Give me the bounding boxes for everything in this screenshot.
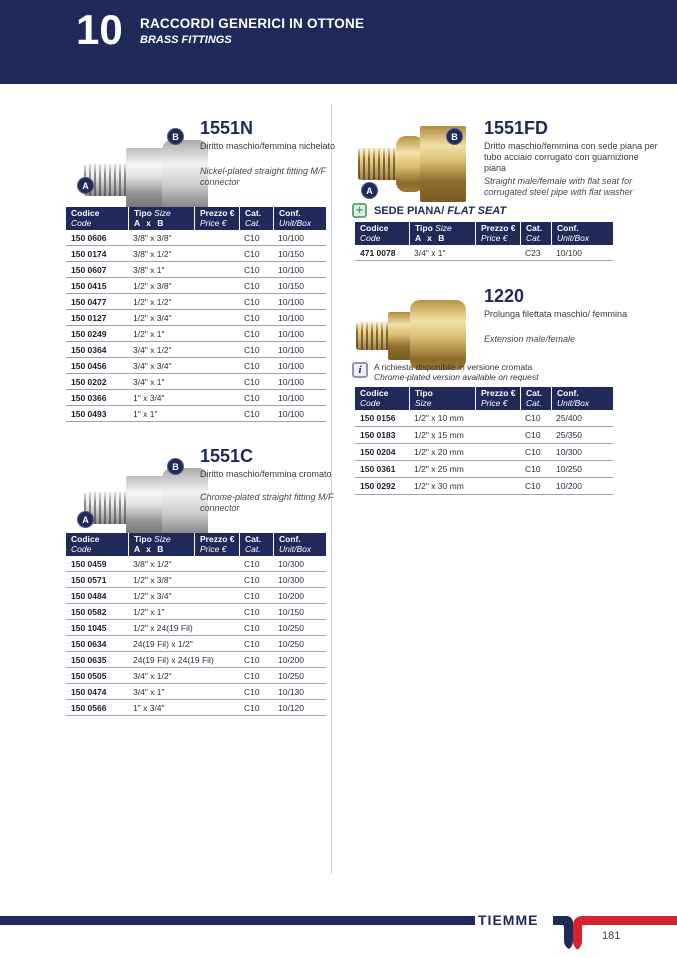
- badge-b: B: [167, 128, 184, 145]
- page-title-it: RACCORDI GENERICI IN OTTONE: [140, 16, 365, 31]
- flat-seat-label: SEDE PIANA/FLAT SEAT: [374, 204, 507, 217]
- table-header: Codice Code Tipo Size Prezzo € Price € Cat.…: [355, 387, 613, 410]
- header-band: 10 RACCORDI GENERICI IN OTTONE BRASS FIT…: [0, 0, 677, 84]
- table-header: Codice Code Tipo Size A x B Prezzo € Price …: [355, 222, 613, 245]
- product-desc-it: Diritto maschio/femmina cromato: [200, 469, 332, 479]
- flat-seat-icon: +: [352, 203, 367, 218]
- badge-a: A: [77, 177, 94, 194]
- table-body: 150 0459 3/8" x 1/2" C10 10/300 150 0571…: [66, 556, 326, 716]
- table-row: 150 0174 3/8" x 1/2" C10 10/150: [66, 246, 326, 262]
- fitting-collar: [410, 300, 466, 370]
- product-desc-en: Chrome-plated straight fitting M/F conne…: [200, 492, 334, 513]
- badge-a: A: [77, 511, 94, 528]
- table-row: 150 0249 1/2" x 1" C10 10/100: [66, 326, 326, 342]
- product-photo-1220: [356, 286, 468, 378]
- brand-logo-text: TIEMME: [478, 912, 539, 928]
- info-icon: i: [352, 362, 368, 378]
- table-row: 150 0582 1/2" x 1" C10 10/150: [66, 604, 326, 620]
- page-title: RACCORDI GENERICI IN OTTONE BRASS FITTIN…: [140, 16, 364, 46]
- brand-pipe-logo-icon: [553, 916, 677, 950]
- table-row: 150 0571 1/2" x 3/8" C10 10/300: [66, 572, 326, 588]
- product-desc-en: Extension male/female: [484, 334, 576, 344]
- page-number: 181: [602, 930, 621, 942]
- product-desc-it: Dritto maschio/femmina con sede piana pe…: [484, 141, 658, 173]
- table-row: 150 0477 1/2" x 1/2" C10 10/100: [66, 294, 326, 310]
- product-code-1551n: 1551N: [200, 118, 254, 138]
- table-row: 150 0484 1/2" x 3/4" C10 10/200: [66, 588, 326, 604]
- product-code-1551c: 1551C: [200, 446, 254, 466]
- table-body: 150 0606 3/8" x 3/8" C10 10/100 150 0174…: [66, 230, 326, 422]
- table-row: 150 0361 1/2" x 25 mm C10 10/250: [355, 461, 613, 478]
- chapter-number: 10: [76, 6, 123, 53]
- table-1551c: Codice Code Tipo Size A x B Prezzo € Price …: [66, 533, 326, 716]
- product-desc-it: Prolunga filettata maschio/ femmina: [484, 309, 628, 319]
- fitting-thread: [358, 148, 400, 180]
- table-row: 150 0459 3/8" x 1/2" C10 10/300: [66, 556, 326, 572]
- table-row: 150 1045 1/2" x 24(19 Fil) C10 10/250: [66, 620, 326, 636]
- badge-b: B: [167, 458, 184, 475]
- table-row: 150 0202 3/4" x 1" C10 10/100: [66, 374, 326, 390]
- table-row: 150 0634 24(19 Fil) x 1/2" C10 10/250: [66, 636, 326, 652]
- table-1220: Codice Code Tipo Size Prezzo € Price € Cat.…: [355, 387, 613, 495]
- product-desc-en: Straight male/female with flat seat for …: [484, 176, 633, 197]
- table-1551fd: Codice Code Tipo Size A x B Prezzo € Price …: [355, 222, 613, 261]
- table-row: 150 0607 3/8" x 1" C10 10/100: [66, 262, 326, 278]
- product-photo-1551n: [82, 130, 210, 225]
- product-desc-en: Nickel-plated straight fitting M/F conne…: [200, 166, 326, 187]
- table-row: 150 0493 1" x 1" C10 10/100: [66, 406, 326, 422]
- table-body: 150 0156 1/2" x 10 mm C10 25/400 150 018…: [355, 410, 613, 495]
- product-desc-it: Diritto maschio/femmina nichelato: [200, 141, 336, 151]
- product-code-1551fd: 1551FD: [484, 118, 549, 138]
- fitting-thread: [356, 322, 392, 350]
- product-code-1220: 1220: [484, 286, 525, 306]
- table-row: 471 0078 3/4" x 1" C23 10/100: [355, 245, 613, 261]
- table-row: 150 0366 1" x 3/4" C10 10/100: [66, 390, 326, 406]
- fitting-hex: [126, 148, 164, 212]
- table-1551n: Codice Code Tipo Size A x B Prezzo € Price …: [66, 207, 326, 422]
- chrome-note-text: A richiesta disponibile in versione crom…: [374, 362, 539, 382]
- product-photo-1551c: [82, 458, 210, 553]
- fitting-hex: [388, 312, 414, 360]
- badge-a: A: [361, 182, 378, 199]
- chrome-note-row: i A richiesta disponibile in versione cr…: [352, 362, 622, 382]
- table-row: 150 0364 3/4" x 1/2" C10 10/100: [66, 342, 326, 358]
- table-row: 150 0415 1/2" x 3/8" C10 10/150: [66, 278, 326, 294]
- table-row: 150 0183 1/2" x 15 mm C10 25/350: [355, 427, 613, 444]
- table-header: Codice Code Tipo Size A x B Prezzo € Price …: [66, 533, 326, 556]
- table-row: 150 0204 1/2" x 20 mm C10 10/300: [355, 444, 613, 461]
- table-row: 150 0127 1/2" x 3/4" C10 10/100: [66, 310, 326, 326]
- footer-bar: [0, 916, 475, 925]
- table-row: 150 0606 3/8" x 3/8" C10 10/100: [66, 230, 326, 246]
- table-row: 150 0474 3/4" x 1" C10 10/130: [66, 684, 326, 700]
- table-row: 150 0635 24(19 Fil) x 24(19 Fil) C10 10/…: [66, 652, 326, 668]
- fitting-collar: [162, 140, 208, 220]
- fitting-collar: [396, 136, 424, 192]
- table-row: 150 0292 1/2" x 30 mm C10 10/200: [355, 478, 613, 495]
- page-title-en: BRASS FITTINGS: [140, 34, 232, 46]
- table-header: Codice Code Tipo Size A x B Prezzo € Price …: [66, 207, 326, 230]
- table-row: 150 0566 1" x 3/4" C10 10/120: [66, 700, 326, 716]
- table-body: 471 0078 3/4" x 1" C23 10/100: [355, 245, 613, 261]
- table-row: 150 0156 1/2" x 10 mm C10 25/400: [355, 410, 613, 427]
- fitting-hex: [126, 476, 164, 540]
- column-divider: [331, 104, 332, 874]
- table-row: 150 0456 3/4" x 3/4" C10 10/100: [66, 358, 326, 374]
- table-row: 150 0505 3/4" x 1/2" C10 10/250: [66, 668, 326, 684]
- badge-b: B: [446, 128, 463, 145]
- flat-seat-row: + SEDE PIANA/FLAT SEAT: [352, 203, 506, 218]
